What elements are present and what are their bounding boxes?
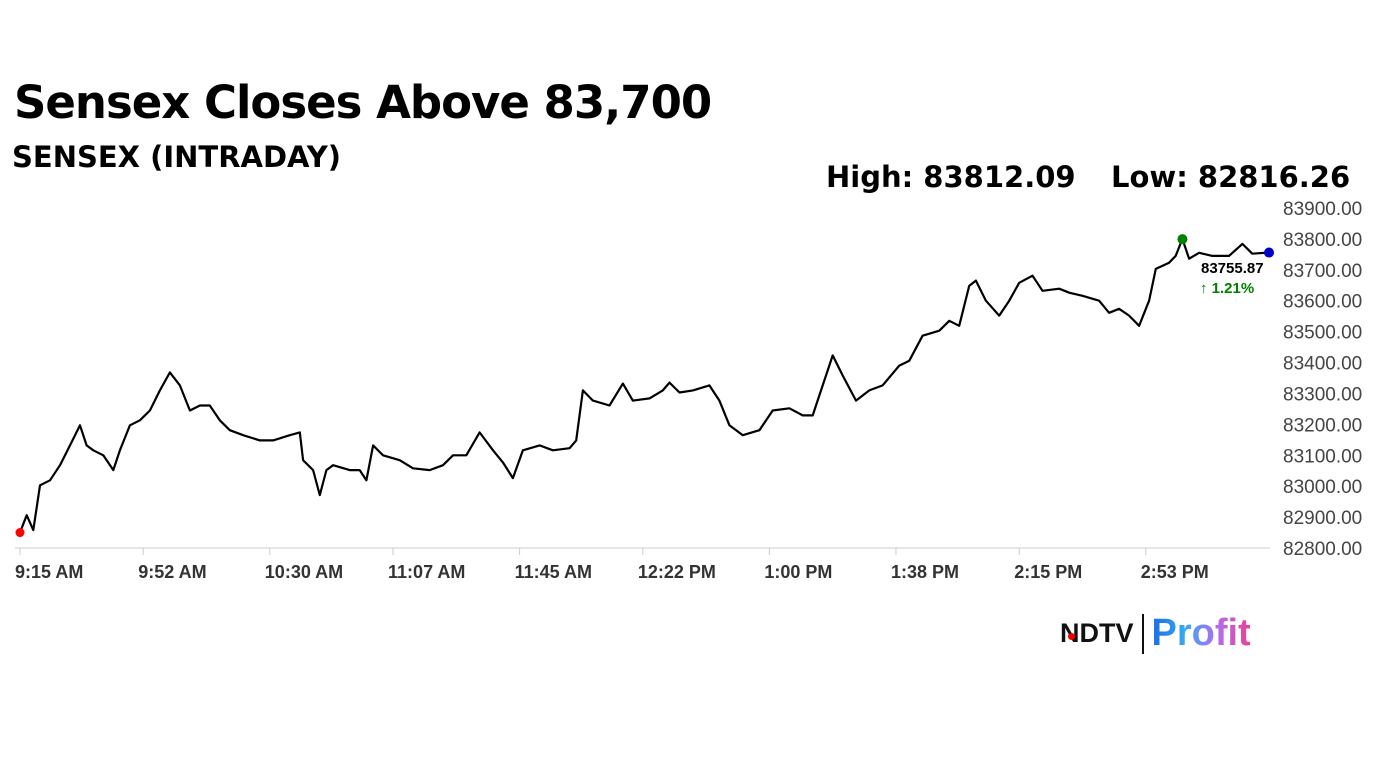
last-value-label: 83755.87 <box>1201 260 1264 277</box>
x-tick-label: 2:15 PM <box>1014 562 1082 582</box>
x-tick-label: 12:22 PM <box>638 562 716 582</box>
x-tick-label: 10:30 AM <box>265 562 343 582</box>
high-label: High: 83812.09 <box>826 160 1076 194</box>
high-marker <box>1177 234 1188 245</box>
y-tick-label: 83100.00 <box>1283 446 1362 467</box>
series-line <box>18 237 1270 533</box>
y-tick-label: 83300.00 <box>1283 384 1362 405</box>
y-tick-label: 83000.00 <box>1283 477 1362 498</box>
logo-red-dot-icon <box>1068 633 1075 640</box>
low-label: Low: 82816.26 <box>1111 160 1351 194</box>
y-tick-label: 83600.00 <box>1283 292 1362 313</box>
y-tick-label: 83900.00 <box>1283 199 1362 220</box>
logo-ndtv-wrap: NDTV <box>1060 618 1134 649</box>
change-label: ↑ 1.21% <box>1200 280 1254 297</box>
logo-divider <box>1141 613 1144 654</box>
x-tick-label: 9:52 AM <box>138 562 206 582</box>
x-tick-label: 1:38 PM <box>891 562 959 582</box>
y-tick-label: 83500.00 <box>1283 323 1362 344</box>
x-tick-label: 9:15 AM <box>15 562 83 582</box>
low-marker <box>15 528 25 538</box>
y-tick-label: 82900.00 <box>1283 508 1362 529</box>
y-tick-label: 83400.00 <box>1283 354 1362 375</box>
last-marker <box>1264 247 1274 258</box>
y-tick-label: 82800.00 <box>1283 539 1362 560</box>
y-tick-label: 83200.00 <box>1283 415 1362 436</box>
x-tick-label: 1:00 PM <box>764 562 832 582</box>
chart-title: Sensex Closes Above 83,700 <box>14 76 712 129</box>
y-tick-label: 83700.00 <box>1283 261 1362 282</box>
x-tick-label: 2:53 PM <box>1141 562 1209 582</box>
chart-subtitle: SENSEX (INTRADAY) <box>12 140 341 174</box>
x-tick-label: 11:07 AM <box>388 562 465 582</box>
x-tick-label: 11:45 AM <box>515 562 592 582</box>
y-tick-label: 83800.00 <box>1283 230 1362 251</box>
ndtv-profit-logo: NDTV Profit <box>1060 612 1251 655</box>
logo-profit: Profit <box>1151 612 1251 654</box>
